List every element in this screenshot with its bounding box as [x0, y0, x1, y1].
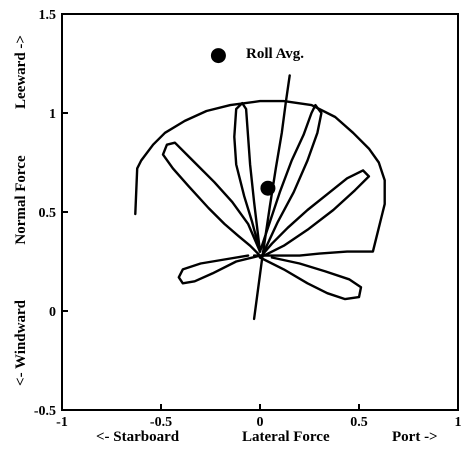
x-tick-label: 0: [257, 415, 264, 430]
y-axis-label-top: Leeward ->: [13, 35, 29, 109]
x-tick-label: -1: [56, 415, 68, 430]
y-axis-label-bottom: <- Windward: [13, 299, 29, 386]
y-tick-label: 0: [49, 305, 56, 320]
y-tick-label: 1: [49, 107, 56, 122]
plot-frame: [61, 13, 459, 411]
markers-layer: [210, 48, 276, 196]
x-tick-label: 1: [455, 415, 462, 430]
y-tick-label: 0.5: [39, 206, 57, 221]
outer-envelope-curve: [134, 99, 386, 257]
ticks-layer: -1 -0.5 0 0.5 1-0.500.511.5: [34, 8, 462, 430]
lobe-2-curve: [233, 101, 262, 253]
roll-line-curve: [252, 74, 291, 321]
lobe-1-curve: [161, 141, 262, 257]
legend-label: Roll Avg.: [246, 46, 304, 62]
x-axis-label-left: <- Starboard: [96, 429, 180, 445]
lobe-4-curve: [258, 169, 371, 259]
curves-layer: [134, 74, 386, 321]
x-tick-label: 0.5: [350, 415, 368, 430]
legend-marker: [210, 48, 226, 64]
y-tick-label: 1.5: [39, 8, 57, 23]
lower-right-lobe-curve: [258, 256, 363, 301]
x-axis-label-right: Port ->: [392, 429, 438, 445]
lower-left-lobe-curve: [177, 254, 262, 285]
y-tick-label: -0.5: [34, 404, 56, 419]
x-axis-label: Lateral Force: [242, 429, 330, 445]
roll-average-point: [260, 180, 276, 196]
x-tick-label: -0.5: [150, 415, 172, 430]
y-axis-label: Normal Force: [13, 155, 29, 245]
lobe-3-curve: [258, 103, 323, 253]
